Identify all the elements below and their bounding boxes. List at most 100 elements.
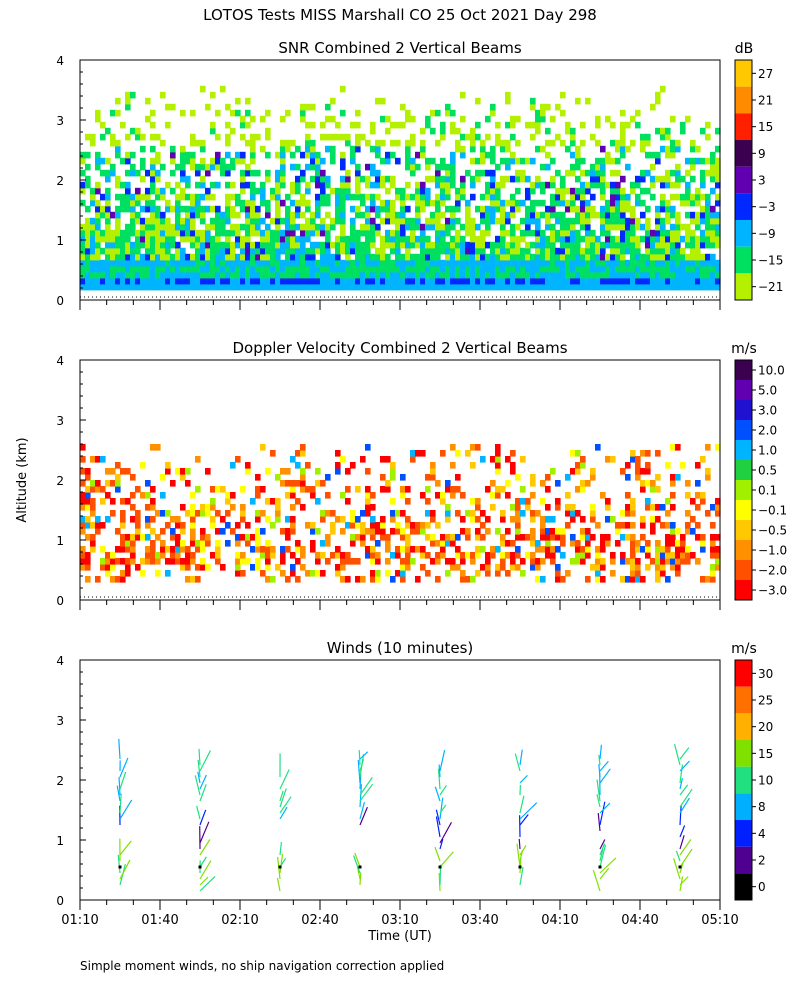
snr-cell [335,211,341,219]
snr-cell [130,163,136,171]
doppler-cell [525,498,531,505]
wind-segment [439,785,447,796]
doppler-cell [540,498,546,505]
snr-cell [490,181,496,189]
doppler-cell [625,534,631,541]
snr-cell [585,247,591,255]
snr-cell [455,217,461,225]
snr-cell [85,253,91,261]
snr-cell [690,139,696,147]
snr-cell [260,235,266,243]
snr-cell [260,145,266,153]
snr-cell [540,187,546,195]
colorbar-swatch [735,713,752,740]
snr-cell [570,163,576,171]
doppler-cell [325,558,331,565]
doppler-cell [445,480,451,487]
snr-cell [125,133,131,141]
doppler-cell [685,510,691,517]
snr-cell [610,121,616,129]
doppler-cell [595,564,601,571]
snr-cell [320,187,326,195]
snr-cell [685,241,691,249]
snr-cell [545,235,551,243]
snr-cell [595,163,601,171]
snr-cell [105,205,111,213]
snr-cell [175,259,181,267]
snr-cell [640,223,646,231]
snr-cell [320,199,326,207]
snr-cell [80,187,86,195]
colorbar-swatch [735,500,752,520]
snr-cell [255,271,261,279]
snr-cell [490,169,496,177]
wind-segment [598,764,601,778]
snr-cell [245,235,251,243]
doppler-title: Doppler Velocity Combined 2 Vertical Bea… [232,339,567,357]
snr-cell [130,151,136,159]
doppler-cell [335,450,341,457]
snr-cell [95,277,101,285]
snr-cell [310,259,316,267]
snr-cell [250,253,256,261]
snr-cell [265,229,271,237]
snr-cell [445,205,451,213]
snr-cell [235,199,241,207]
snr-cell [175,193,181,201]
snr-cell [510,211,516,219]
snr-cell [210,277,216,285]
doppler-cell [555,498,561,505]
snr-cell [155,229,161,237]
doppler-cell [270,498,276,505]
snr-cell [670,241,676,249]
snr-cell [120,199,126,207]
doppler-cell [370,528,376,535]
doppler-cell [150,444,156,451]
snr-cell [500,217,506,225]
doppler-cell [540,534,546,541]
snr-cell [565,265,571,273]
snr-cell [315,157,321,165]
doppler-cell [365,468,371,475]
snr-cell [470,145,476,153]
doppler-cell [370,504,376,511]
snr-cell [700,181,706,189]
doppler-cell [490,552,496,559]
doppler-cell [420,450,426,457]
snr-cell [555,265,561,273]
doppler-cell [340,528,346,535]
snr-cell [420,277,426,285]
snr-cell [340,199,346,207]
doppler-cell [480,564,486,571]
snr-cell [620,241,626,249]
snr-cell [495,265,501,273]
snr-cell [535,277,541,285]
doppler-cell [265,576,271,583]
snr-cell [375,283,381,291]
doppler-cell [145,492,151,499]
doppler-cell [375,552,381,559]
snr-cell [485,253,491,261]
snr-cell [545,259,551,267]
snr-cell [710,265,716,273]
snr-cell [240,151,246,159]
snr-cell [435,169,441,177]
x-tick-label: 01:10 [61,913,98,928]
snr-cell [650,103,656,111]
snr-cell [560,277,566,285]
snr-cell [435,229,441,237]
snr-cell [85,283,91,291]
snr-cell [130,283,136,291]
snr-cell [615,253,621,261]
doppler-cell [710,504,716,511]
snr-cell [605,235,611,243]
snr-cell [560,253,566,261]
snr-cell [555,169,561,177]
snr-cell [135,229,141,237]
doppler-cell [670,540,676,547]
snr-cell [200,163,206,171]
snr-cell [395,247,401,255]
snr-cell [125,91,131,99]
snr-cell [380,217,386,225]
snr-cell [655,205,661,213]
